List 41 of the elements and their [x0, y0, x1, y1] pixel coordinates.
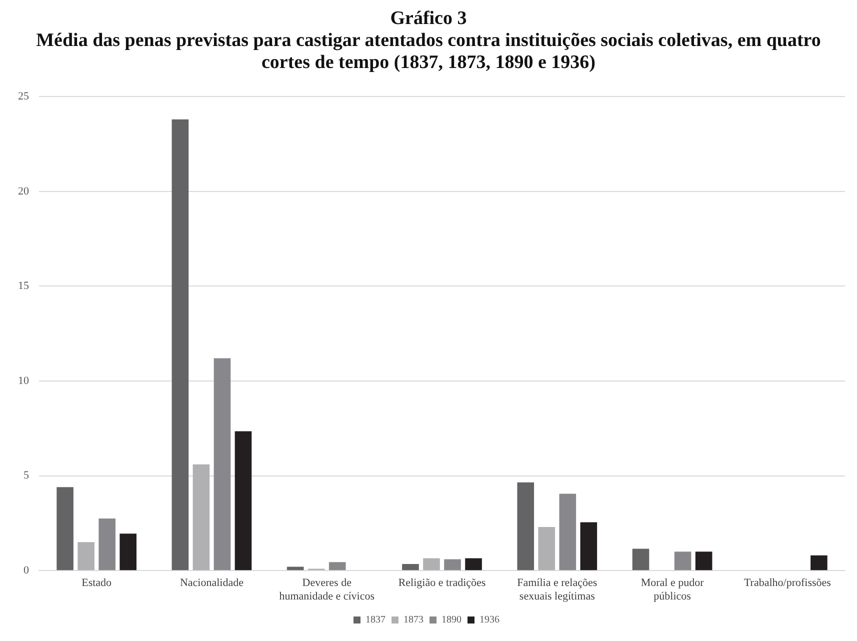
bar	[580, 522, 598, 570]
x-tick-label: Nacionalidade	[180, 577, 244, 590]
legend-label: 1873	[404, 614, 424, 626]
bar	[172, 119, 189, 570]
y-tick-label: 10	[18, 374, 30, 387]
bar	[444, 559, 461, 570]
bar	[674, 552, 692, 570]
x-tick-label: Família e relações sexuais legítimas	[517, 577, 598, 602]
y-tick-label: 20	[18, 185, 30, 198]
bar	[423, 558, 440, 570]
bar	[559, 494, 576, 570]
bar	[286, 566, 304, 570]
x-tick-label: Religião e tradições	[398, 577, 486, 590]
x-tick-label: Estado	[82, 577, 112, 590]
bar	[56, 487, 74, 570]
x-tick-label: Moral e pudor públicos	[640, 577, 704, 602]
bar	[214, 358, 231, 570]
bar	[517, 482, 534, 570]
bar	[328, 562, 346, 570]
legend-label: 1837	[366, 614, 386, 626]
bar	[78, 542, 94, 570]
y-tick-label: 15	[18, 280, 30, 292]
chart-subtitle: Média das penas previstas para castigar atentados contra instituições sociais coletivas, em quatro cortes de tempo (1837, 1873, 1890 e 1936)	[35, 30, 822, 74]
bar	[402, 564, 419, 570]
x-tick-label: Trabalho/profissões	[744, 577, 831, 590]
bar	[98, 518, 116, 570]
legend-label: 1936	[480, 614, 500, 626]
bar	[632, 548, 650, 570]
bar	[810, 555, 828, 570]
legend-label: 1890	[442, 614, 462, 626]
x-tick-label: Deveres de humanidade e cívicos	[279, 577, 375, 602]
bar	[538, 526, 556, 570]
bar	[234, 431, 252, 570]
chart-title: Gráfico 3	[389, 8, 468, 30]
bar	[695, 552, 712, 570]
bar	[465, 558, 482, 570]
y-tick-label: 0	[24, 564, 30, 576]
bar	[192, 464, 210, 570]
bar	[120, 534, 136, 570]
y-tick-label: 25	[18, 90, 30, 102]
y-tick-label: 5	[24, 470, 30, 482]
